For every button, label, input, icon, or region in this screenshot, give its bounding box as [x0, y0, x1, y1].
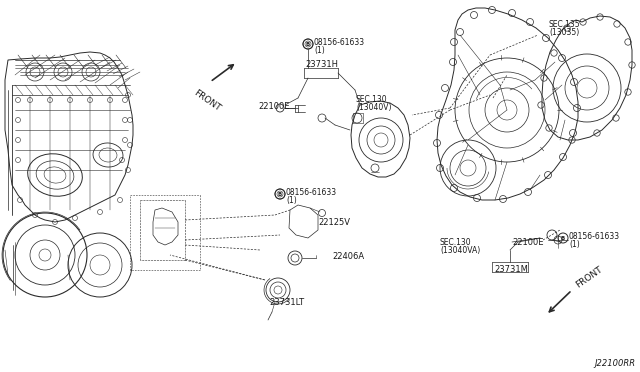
Text: 23731LT: 23731LT — [269, 298, 304, 307]
Text: 22100E: 22100E — [258, 102, 289, 111]
Text: 08156-61633: 08156-61633 — [569, 232, 620, 241]
Text: (13035): (13035) — [549, 28, 579, 37]
Text: (13040V): (13040V) — [356, 103, 392, 112]
Text: FRONT: FRONT — [192, 88, 222, 113]
Text: 08156-61633: 08156-61633 — [286, 188, 337, 197]
Text: FRONT: FRONT — [574, 264, 604, 289]
Text: 22406A: 22406A — [332, 252, 364, 261]
Text: (13040VA): (13040VA) — [440, 246, 480, 255]
Text: (1): (1) — [314, 46, 324, 55]
Text: (1): (1) — [286, 196, 297, 205]
Text: B: B — [278, 192, 282, 196]
Text: B: B — [561, 235, 565, 241]
Text: 22100E: 22100E — [512, 238, 543, 247]
Text: (1): (1) — [569, 240, 580, 249]
Text: B: B — [306, 42, 310, 46]
Text: SEC.130: SEC.130 — [356, 95, 388, 104]
Text: 23731M: 23731M — [494, 265, 528, 274]
Text: 08156-61633: 08156-61633 — [314, 38, 365, 47]
Text: 23731H: 23731H — [305, 60, 338, 69]
Text: 22125V: 22125V — [318, 218, 350, 227]
Text: SEC.135: SEC.135 — [549, 20, 580, 29]
Text: J22100RR: J22100RR — [595, 359, 636, 368]
Text: SEC.130: SEC.130 — [440, 238, 472, 247]
